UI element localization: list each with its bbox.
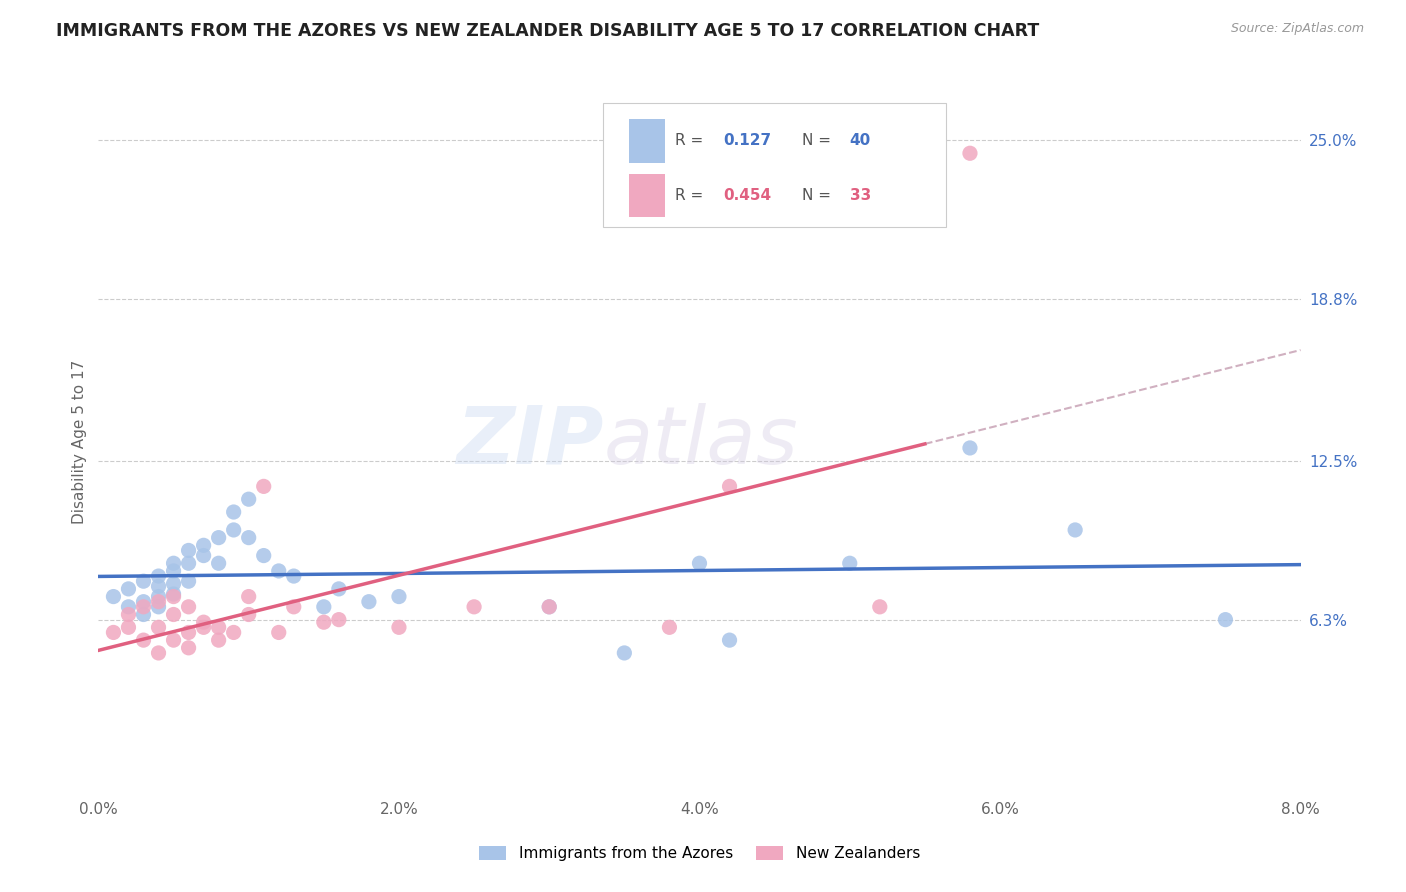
Point <box>538 599 561 614</box>
Point <box>162 607 184 622</box>
Text: N =: N = <box>801 188 831 203</box>
Text: 40: 40 <box>849 134 870 148</box>
FancyBboxPatch shape <box>628 174 665 218</box>
Point <box>148 646 170 660</box>
Text: ZIP: ZIP <box>456 402 603 481</box>
Point <box>162 590 184 604</box>
Point <box>238 531 260 545</box>
Text: N =: N = <box>801 134 831 148</box>
Text: atlas: atlas <box>603 402 799 481</box>
Point <box>238 607 260 622</box>
Point <box>132 633 155 648</box>
Point <box>689 556 711 570</box>
Point <box>1064 523 1087 537</box>
Point <box>208 531 231 545</box>
Point <box>177 556 200 570</box>
Point <box>253 549 276 563</box>
Point <box>1215 613 1237 627</box>
Point <box>162 633 184 648</box>
Point <box>613 646 636 660</box>
Point <box>283 569 305 583</box>
Point <box>357 595 380 609</box>
Point <box>132 595 155 609</box>
Point <box>253 479 276 493</box>
Point <box>117 582 139 596</box>
Point <box>193 538 215 552</box>
Point <box>718 633 741 648</box>
Text: 0.454: 0.454 <box>724 188 772 203</box>
Point <box>718 479 741 493</box>
Point <box>208 633 231 648</box>
Point <box>148 599 170 614</box>
Point <box>177 574 200 589</box>
Point <box>312 599 335 614</box>
Point <box>328 582 350 596</box>
Point <box>658 620 681 634</box>
Point <box>388 590 411 604</box>
Legend: Immigrants from the Azores, New Zealanders: Immigrants from the Azores, New Zealande… <box>472 840 927 867</box>
Point <box>117 607 139 622</box>
FancyBboxPatch shape <box>603 103 946 227</box>
Point <box>148 590 170 604</box>
Point <box>117 599 139 614</box>
Point <box>838 556 860 570</box>
Point <box>132 574 155 589</box>
Point <box>177 640 200 655</box>
Point <box>193 620 215 634</box>
Point <box>132 599 155 614</box>
Text: Source: ZipAtlas.com: Source: ZipAtlas.com <box>1230 22 1364 36</box>
Point <box>148 569 170 583</box>
Text: 33: 33 <box>849 188 870 203</box>
Point <box>222 523 245 537</box>
Point <box>208 620 231 634</box>
Point <box>283 599 305 614</box>
Text: R =: R = <box>675 188 703 203</box>
Point <box>103 590 125 604</box>
Point <box>869 599 891 614</box>
Point <box>222 505 245 519</box>
Point <box>162 587 184 601</box>
Point <box>238 492 260 507</box>
Point <box>177 625 200 640</box>
Point <box>132 607 155 622</box>
Point <box>328 613 350 627</box>
Text: R =: R = <box>675 134 703 148</box>
Point <box>959 441 981 455</box>
Point <box>103 625 125 640</box>
Point <box>193 615 215 630</box>
FancyBboxPatch shape <box>628 119 665 162</box>
Text: 0.127: 0.127 <box>724 134 772 148</box>
Point <box>193 549 215 563</box>
Text: IMMIGRANTS FROM THE AZORES VS NEW ZEALANDER DISABILITY AGE 5 TO 17 CORRELATION C: IMMIGRANTS FROM THE AZORES VS NEW ZEALAN… <box>56 22 1039 40</box>
Point <box>267 625 290 640</box>
Point <box>959 146 981 161</box>
Point <box>162 556 184 570</box>
Point <box>148 579 170 593</box>
Point <box>148 595 170 609</box>
Y-axis label: Disability Age 5 to 17: Disability Age 5 to 17 <box>72 359 87 524</box>
Point <box>538 599 561 614</box>
Point <box>388 620 411 634</box>
Point <box>312 615 335 630</box>
Point <box>162 576 184 591</box>
Point <box>208 556 231 570</box>
Point <box>238 590 260 604</box>
Point <box>267 564 290 578</box>
Point <box>117 620 139 634</box>
Point <box>177 543 200 558</box>
Point <box>177 599 200 614</box>
Point <box>463 599 485 614</box>
Point <box>222 625 245 640</box>
Point <box>148 620 170 634</box>
Point <box>162 564 184 578</box>
